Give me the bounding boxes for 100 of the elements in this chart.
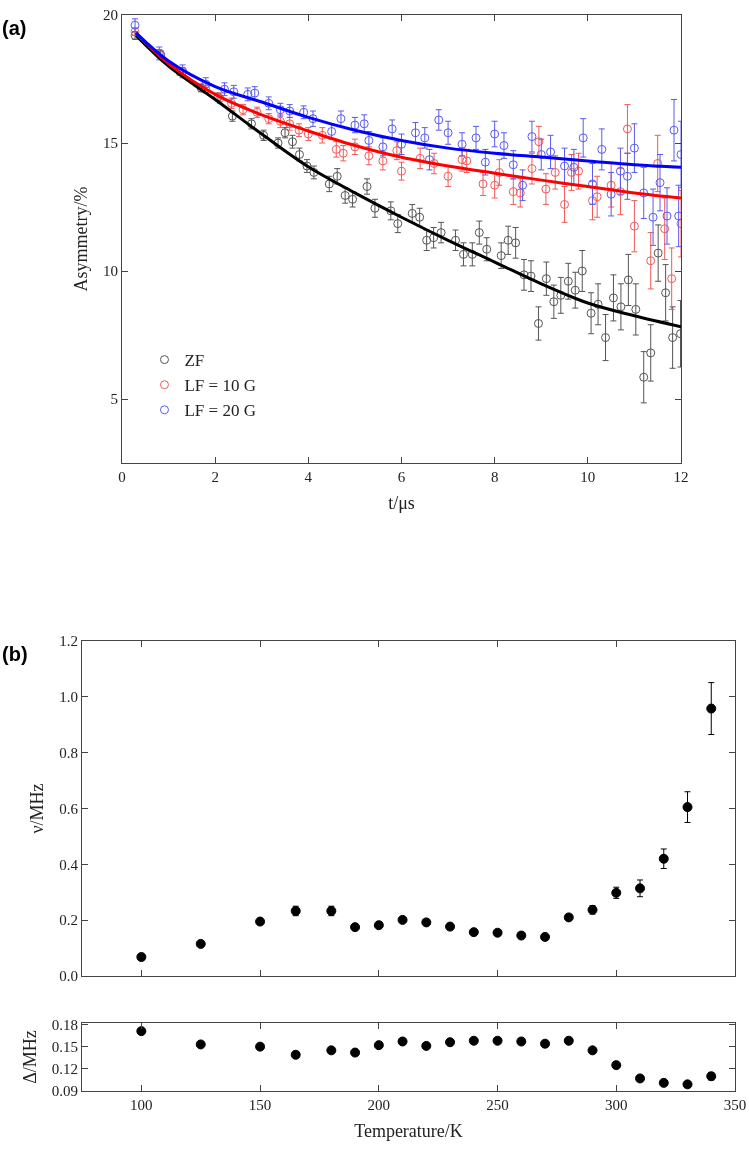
legend-label: LF = 20 G [184, 401, 256, 421]
point [290, 1049, 301, 1060]
point [421, 917, 432, 928]
point [658, 853, 669, 864]
point [482, 244, 492, 254]
point [457, 139, 467, 149]
point [350, 922, 361, 933]
y-tick-label: 0.18 [51, 1016, 78, 1033]
y-tick-label: 0.0 [59, 968, 78, 985]
point [195, 1039, 206, 1050]
point [387, 124, 397, 134]
y-tick-label: 5 [110, 391, 118, 408]
point [706, 703, 717, 714]
point [563, 912, 574, 923]
x-tick-label: 350 [723, 1097, 747, 1114]
point [518, 180, 528, 190]
point [350, 120, 360, 130]
point [468, 1035, 479, 1046]
point [541, 184, 551, 194]
point [434, 115, 444, 125]
point [429, 158, 439, 168]
x-tick-label: 100 [130, 1097, 153, 1114]
point [443, 171, 453, 181]
point [533, 318, 543, 328]
point [541, 274, 551, 284]
y-tick-label: 15 [102, 135, 118, 152]
y-axis-title: ν/MHz [27, 783, 48, 834]
point [393, 219, 403, 229]
point [550, 167, 560, 177]
point [593, 299, 603, 309]
point [549, 297, 559, 307]
x-tick-label: 12 [673, 469, 689, 486]
point [661, 288, 671, 298]
point [631, 304, 641, 314]
point [563, 1035, 574, 1046]
point [608, 293, 618, 303]
x-tick-label: 0 [118, 469, 126, 486]
point [378, 156, 388, 166]
point [478, 179, 488, 189]
y-tick-label: 0.15 [51, 1038, 78, 1055]
point [635, 883, 646, 894]
text: (b) [2, 643, 28, 665]
point [490, 180, 500, 190]
y-tick-label: 20 [102, 7, 118, 24]
point [136, 952, 147, 963]
point [445, 1037, 456, 1048]
point [606, 180, 616, 190]
point [338, 148, 348, 158]
point [359, 119, 369, 129]
y-tick-label: 0.2 [59, 912, 78, 929]
point [340, 190, 350, 200]
point [492, 1035, 503, 1046]
point [494, 167, 504, 177]
point [586, 308, 596, 318]
y-tick-label: 1.2 [59, 633, 78, 650]
point [317, 130, 327, 140]
point [623, 275, 633, 285]
point [648, 212, 658, 222]
point [350, 1047, 361, 1058]
point [255, 1041, 266, 1052]
point [516, 930, 527, 941]
point [499, 141, 509, 151]
point [616, 302, 626, 312]
point [480, 157, 490, 167]
point [364, 151, 374, 161]
point [587, 1045, 598, 1056]
point [597, 144, 607, 154]
point [136, 1026, 147, 1037]
point [574, 166, 584, 176]
y-tick-label: 1.0 [59, 689, 78, 706]
x-tick-label: 200 [367, 1097, 391, 1114]
point [639, 188, 649, 198]
point [667, 274, 677, 284]
x-tick-label: 8 [490, 469, 499, 486]
point [567, 167, 577, 177]
x-axis-title: t/μs [388, 493, 415, 514]
point [324, 179, 334, 189]
point [508, 160, 518, 170]
point [515, 188, 525, 198]
point [364, 135, 374, 145]
y-tick-label: 0.12 [51, 1061, 78, 1078]
x-axis-title: Temperature/K [354, 1121, 463, 1142]
point [669, 125, 679, 135]
point [615, 166, 625, 176]
point [348, 194, 358, 204]
point [332, 171, 342, 181]
y-tick-label: 10 [102, 263, 118, 280]
point [392, 146, 402, 156]
point [350, 142, 360, 152]
point [682, 802, 693, 813]
point [660, 224, 670, 234]
point [467, 249, 477, 259]
point [601, 333, 611, 343]
point [662, 211, 672, 221]
legend-label: LF = 10 G [184, 376, 256, 396]
point [397, 914, 408, 925]
point [503, 235, 513, 245]
point [326, 1045, 337, 1056]
point [468, 927, 479, 938]
point [516, 1036, 527, 1047]
